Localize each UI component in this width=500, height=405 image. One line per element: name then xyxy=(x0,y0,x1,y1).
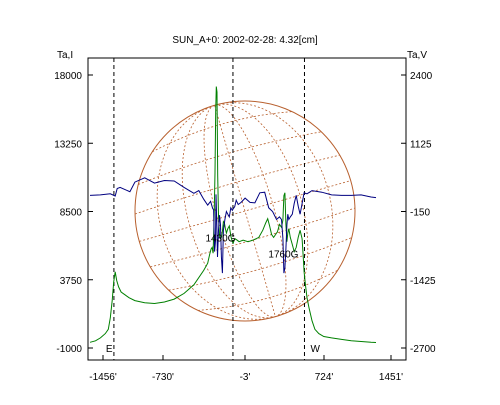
limb-label: W xyxy=(310,344,320,355)
series-line-polarization xyxy=(89,177,377,274)
disk-meridian-line xyxy=(214,104,287,318)
left-axis-label: Ta,I xyxy=(57,50,73,61)
annotations: 1430G 1760G xyxy=(205,234,298,261)
series-line-intensity xyxy=(89,86,377,343)
right-tick-label: -1425 xyxy=(410,276,436,287)
disk-meridian-line xyxy=(203,104,276,318)
disk-parallel-line xyxy=(135,154,340,215)
annotation-label: 1760G xyxy=(268,249,298,260)
disk-parallel-line xyxy=(139,180,351,242)
disk-parallel-line xyxy=(197,269,338,311)
disk-parallel-line xyxy=(138,131,322,185)
right-axis-label: Ta,V xyxy=(407,50,427,61)
heliographic-grid-lines xyxy=(135,102,355,320)
right-tick-label: -150 xyxy=(410,208,430,219)
left-tick-label: 8500 xyxy=(60,208,83,219)
disk-parallel-line xyxy=(150,207,355,268)
left-tick-label: 18000 xyxy=(54,71,82,82)
x-tick-label: -1456' xyxy=(89,372,117,383)
left-tick-label: -1000 xyxy=(56,344,82,355)
x-tick-label: 1451' xyxy=(379,372,403,383)
x-tick-label: -3' xyxy=(240,372,251,383)
data-series xyxy=(89,86,377,343)
right-tick-label: 2400 xyxy=(410,71,433,82)
chart-title: SUN_A+0: 2002-02-28: 4.32[cm] xyxy=(172,35,318,46)
x-tick-label: 724' xyxy=(315,372,334,383)
solar-disk-grid xyxy=(134,100,356,322)
disk-meridian-line xyxy=(214,103,309,318)
plot-frame xyxy=(87,57,407,361)
x-tick-label: -730' xyxy=(152,372,174,383)
disk-meridian-line xyxy=(181,104,276,319)
right-tick-label: -2700 xyxy=(410,344,436,355)
right-tick-label: 1125 xyxy=(410,139,432,150)
left-tick-label: 13250 xyxy=(54,139,82,150)
annotation-label: 1430G xyxy=(205,234,235,245)
disk-parallel-line xyxy=(152,111,293,153)
limb-label: E xyxy=(106,344,113,355)
solar-disk-outline xyxy=(134,100,356,322)
left-tick-label: 3750 xyxy=(60,276,83,287)
axis-ticks: 18000 13250 8500 3750 -1000 2400 1125 -150 -1425… xyxy=(54,71,436,383)
